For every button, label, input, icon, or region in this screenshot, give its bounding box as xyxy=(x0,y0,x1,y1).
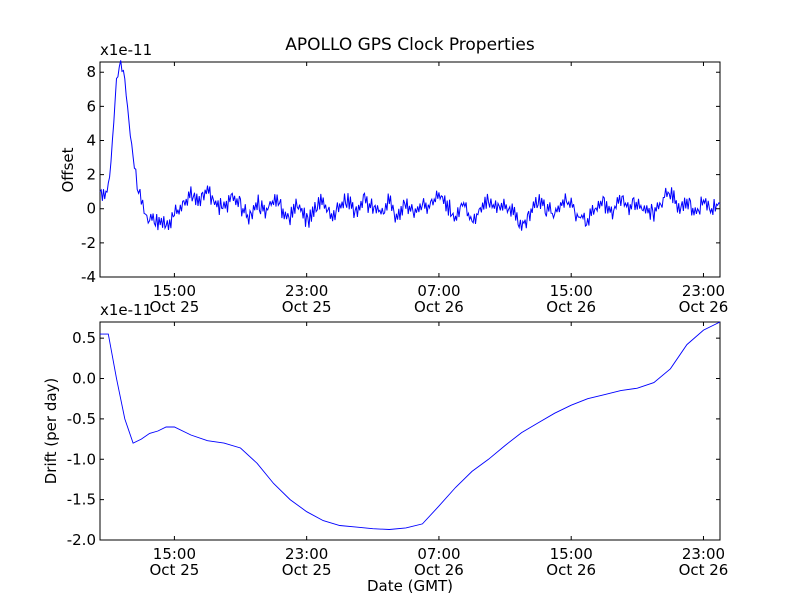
drift-series-line xyxy=(100,321,721,530)
offset-y-tick-label: -2 xyxy=(81,234,96,252)
drift-marks xyxy=(100,321,721,530)
offset-y-ticks: -4 -2 0 2 4 6 8 xyxy=(81,63,720,286)
drift-y-tick-label: 0.0 xyxy=(72,370,96,388)
offset-y-tick-label: -4 xyxy=(81,268,96,286)
drift-x-tick-date: Oct 25 xyxy=(282,561,332,579)
drift-y-tick-label: -0.5 xyxy=(67,410,96,428)
drift-y-tick-label: 0.5 xyxy=(72,329,96,347)
drift-x-tick-time: 15:00 xyxy=(550,545,593,563)
drift-y-tick-label: -2.0 xyxy=(67,531,96,549)
offset-x-tick-date: Oct 25 xyxy=(150,298,200,316)
offset-marks xyxy=(99,60,721,231)
offset-x-tick-date: Oct 26 xyxy=(546,298,596,316)
drift-x-tick-date: Oct 26 xyxy=(546,561,596,579)
offset-x-tick-date: Oct 26 xyxy=(414,298,464,316)
offset-y-tick-label: 4 xyxy=(86,131,96,149)
offset-x-tick-date: Oct 26 xyxy=(679,298,729,316)
offset-x-tick-time: 15:00 xyxy=(550,282,593,300)
drift-x-tick-date: Oct 25 xyxy=(150,561,200,579)
offset-x-tick-time: 23:00 xyxy=(682,282,725,300)
offset-x-tick-time: 23:00 xyxy=(285,282,328,300)
offset-series-line xyxy=(99,60,721,231)
drift-x-tick-time: 07:00 xyxy=(417,545,460,563)
offset-x-tick-date: Oct 25 xyxy=(282,298,332,316)
drift-plot-frame xyxy=(99,321,721,541)
drift-y-ticks: -2.0 -1.5 -1.0 -0.5 0.0 0.5 xyxy=(67,329,720,549)
offset-y-axis-label: Offset xyxy=(59,147,77,192)
drift-x-tick-date: Oct 26 xyxy=(414,561,464,579)
drift-x-axis-label: Date (GMT) xyxy=(367,577,453,595)
drift-x-tick-date: Oct 26 xyxy=(679,561,729,579)
drift-x-tick-time: 23:00 xyxy=(285,545,328,563)
drift-x-tick-time: 23:00 xyxy=(682,545,725,563)
offset-y-tick-label: 0 xyxy=(86,200,96,218)
offset-scale-label: x1e-11 xyxy=(100,41,152,59)
offset-x-tick-time: 15:00 xyxy=(153,282,196,300)
drift-y-tick-label: -1.5 xyxy=(67,491,96,509)
drift-y-axis-label: Drift (per day) xyxy=(42,378,60,485)
drift-y-tick-label: -1.0 xyxy=(67,450,96,468)
drift-scale-label: x1e-11 xyxy=(100,301,152,319)
offset-x-tick-time: 07:00 xyxy=(417,282,460,300)
drift-x-tick-time: 15:00 xyxy=(153,545,196,563)
offset-plot-frame xyxy=(99,61,721,278)
chart-title: APOLLO GPS Clock Properties xyxy=(285,35,535,55)
offset-y-tick-label: 6 xyxy=(86,97,96,115)
offset-y-tick-label: 8 xyxy=(86,63,96,81)
offset-y-tick-label: 2 xyxy=(86,166,96,184)
